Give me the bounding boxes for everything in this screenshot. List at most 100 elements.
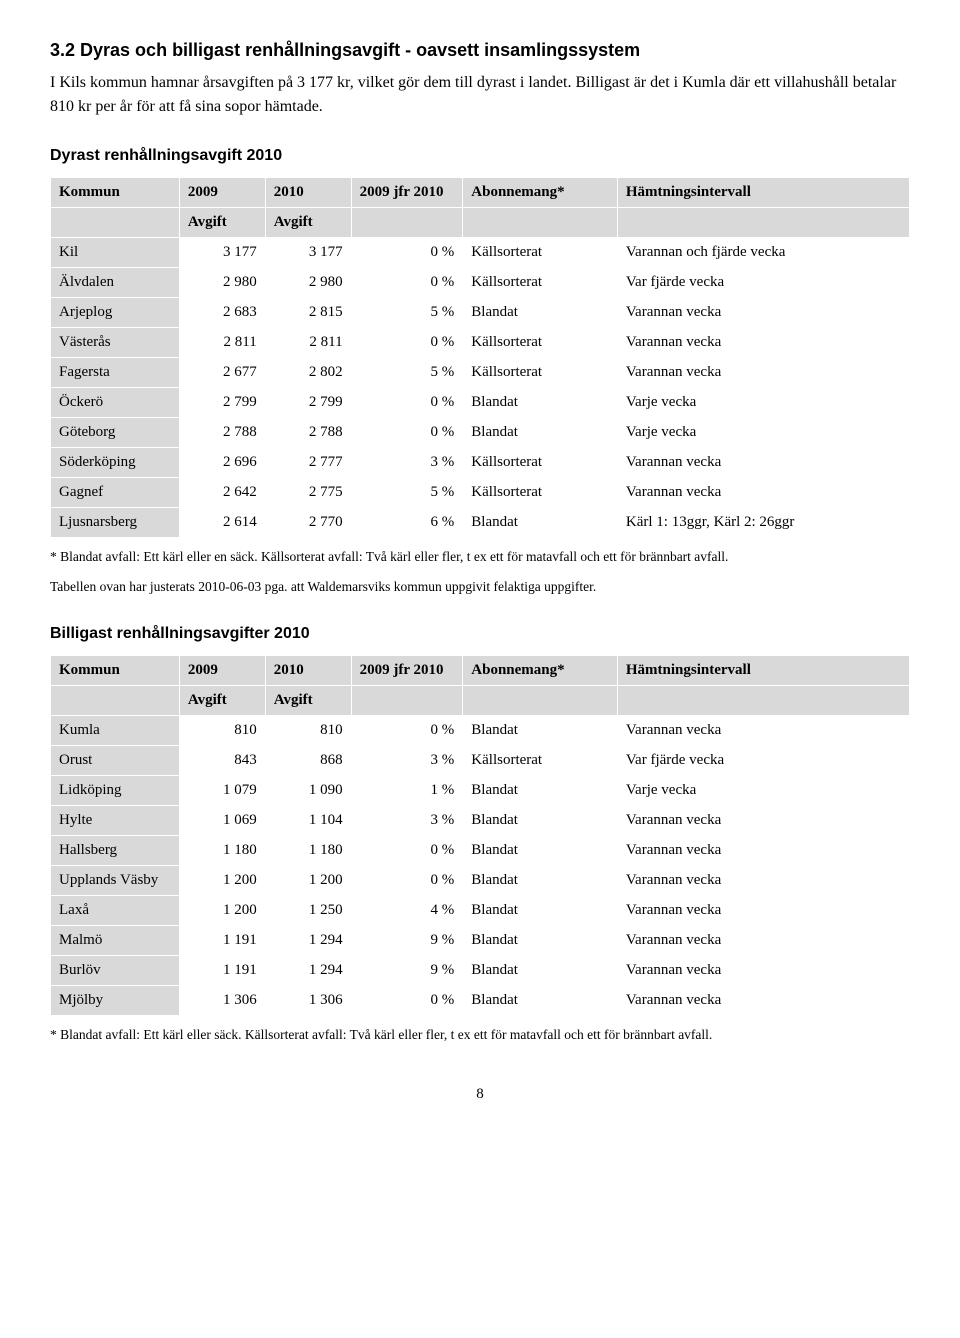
cell-abonnemang: Blandat [463, 956, 618, 986]
cell-abonnemang: Källsorterat [463, 448, 618, 478]
cell-2009: 1 200 [179, 896, 265, 926]
cell-abonnemang: Blandat [463, 896, 618, 926]
cell-kommun: Västerås [51, 328, 180, 358]
col-2010: 2010 [265, 178, 351, 208]
cell-kommun: Lidköping [51, 776, 180, 806]
subhead-empty [351, 686, 463, 716]
cell-kommun: Laxå [51, 896, 180, 926]
col-2009: 2009 [179, 178, 265, 208]
cell-2009: 1 306 [179, 986, 265, 1016]
cell-kommun: Hallsberg [51, 836, 180, 866]
cell-2009: 2 788 [179, 418, 265, 448]
cell-2010: 1 294 [265, 956, 351, 986]
cell-kommun: Upplands Väsby [51, 866, 180, 896]
cell-pct: 5 % [351, 478, 463, 508]
cell-abonnemang: Källsorterat [463, 478, 618, 508]
cell-2010: 1 250 [265, 896, 351, 926]
table-row: Orust8438683 %KällsorteratVar fjärde vec… [51, 746, 910, 776]
cell-hamtning: Var fjärde vecka [617, 268, 909, 298]
cell-abonnemang: Blandat [463, 926, 618, 956]
cell-pct: 5 % [351, 298, 463, 328]
table-row: Göteborg2 7882 7880 %BlandatVarje vecka [51, 418, 910, 448]
cell-hamtning: Varannan vecka [617, 478, 909, 508]
cell-pct: 0 % [351, 388, 463, 418]
cell-abonnemang: Blandat [463, 806, 618, 836]
cell-pct: 3 % [351, 806, 463, 836]
cell-2009: 843 [179, 746, 265, 776]
cell-abonnemang: Källsorterat [463, 746, 618, 776]
cell-2010: 3 177 [265, 238, 351, 268]
cell-abonnemang: Blandat [463, 716, 618, 746]
cell-pct: 0 % [351, 238, 463, 268]
col-2010: 2010 [265, 656, 351, 686]
table1-title: Dyrast renhållningsavgift 2010 [50, 147, 910, 165]
col-2009: 2009 [179, 656, 265, 686]
table-row: Mjölby1 3061 3060 %BlandatVarannan vecka [51, 986, 910, 1016]
cell-pct: 0 % [351, 836, 463, 866]
table2-footnote1: * Blandat avfall: Ett kärl eller säck. K… [50, 1024, 910, 1046]
cell-kommun: Mjölby [51, 986, 180, 1016]
subhead-empty [463, 686, 618, 716]
cell-hamtning: Varje vecka [617, 776, 909, 806]
table2-title: Billigast renhållningsavgifter 2010 [50, 625, 910, 643]
cell-hamtning: Varannan vecka [617, 806, 909, 836]
cell-2010: 2 777 [265, 448, 351, 478]
col-jfr: 2009 jfr 2010 [351, 656, 463, 686]
subhead-empty [51, 208, 180, 238]
cell-2009: 2 811 [179, 328, 265, 358]
table-row: Ljusnarsberg2 6142 7706 %BlandatKärl 1: … [51, 508, 910, 538]
cell-abonnemang: Blandat [463, 508, 618, 538]
cell-2009: 1 079 [179, 776, 265, 806]
subhead-empty [351, 208, 463, 238]
cell-hamtning: Varannan vecka [617, 956, 909, 986]
subhead-empty [617, 686, 909, 716]
col-kommun: Kommun [51, 178, 180, 208]
cell-2009: 2 799 [179, 388, 265, 418]
cell-2010: 1 104 [265, 806, 351, 836]
cell-2009: 2 683 [179, 298, 265, 328]
cell-kommun: Göteborg [51, 418, 180, 448]
cell-2010: 2 811 [265, 328, 351, 358]
cell-hamtning: Varannan vecka [617, 926, 909, 956]
cell-2010: 810 [265, 716, 351, 746]
cell-2010: 2 815 [265, 298, 351, 328]
table-row: Söderköping2 6962 7773 %KällsorteratVara… [51, 448, 910, 478]
cell-2009: 810 [179, 716, 265, 746]
subhead-empty [463, 208, 618, 238]
cell-kommun: Burlöv [51, 956, 180, 986]
cell-abonnemang: Källsorterat [463, 328, 618, 358]
cell-hamtning: Varannan vecka [617, 328, 909, 358]
cell-hamtning: Varje vecka [617, 418, 909, 448]
page-number: 8 [50, 1086, 910, 1103]
col-hamtning: Hämtningsintervall [617, 178, 909, 208]
cell-kommun: Älvdalen [51, 268, 180, 298]
cell-hamtning: Varje vecka [617, 388, 909, 418]
cell-2010: 1 200 [265, 866, 351, 896]
cell-2010: 2 802 [265, 358, 351, 388]
cell-kommun: Kumla [51, 716, 180, 746]
cell-hamtning: Varannan vecka [617, 866, 909, 896]
cell-2010: 1 180 [265, 836, 351, 866]
cell-2009: 2 980 [179, 268, 265, 298]
cell-abonnemang: Blandat [463, 298, 618, 328]
table-row: Älvdalen2 9802 9800 %KällsorteratVar fjä… [51, 268, 910, 298]
cell-kommun: Kil [51, 238, 180, 268]
cell-pct: 9 % [351, 956, 463, 986]
cell-2009: 2 696 [179, 448, 265, 478]
subhead-empty [617, 208, 909, 238]
cell-abonnemang: Källsorterat [463, 268, 618, 298]
cell-2009: 1 180 [179, 836, 265, 866]
cell-2009: 3 177 [179, 238, 265, 268]
table-row: Öckerö2 7992 7990 %BlandatVarje vecka [51, 388, 910, 418]
table-row: Fagersta2 6772 8025 %KällsorteratVaranna… [51, 358, 910, 388]
cell-2009: 1 191 [179, 956, 265, 986]
col-jfr: 2009 jfr 2010 [351, 178, 463, 208]
cell-2010: 2 770 [265, 508, 351, 538]
table-row: Hallsberg1 1801 1800 %BlandatVarannan ve… [51, 836, 910, 866]
cell-hamtning: Kärl 1: 13ggr, Kärl 2: 26ggr [617, 508, 909, 538]
cell-hamtning: Varannan vecka [617, 358, 909, 388]
cell-abonnemang: Blandat [463, 418, 618, 448]
cell-2009: 2 677 [179, 358, 265, 388]
cell-kommun: Söderköping [51, 448, 180, 478]
cell-2010: 2 775 [265, 478, 351, 508]
